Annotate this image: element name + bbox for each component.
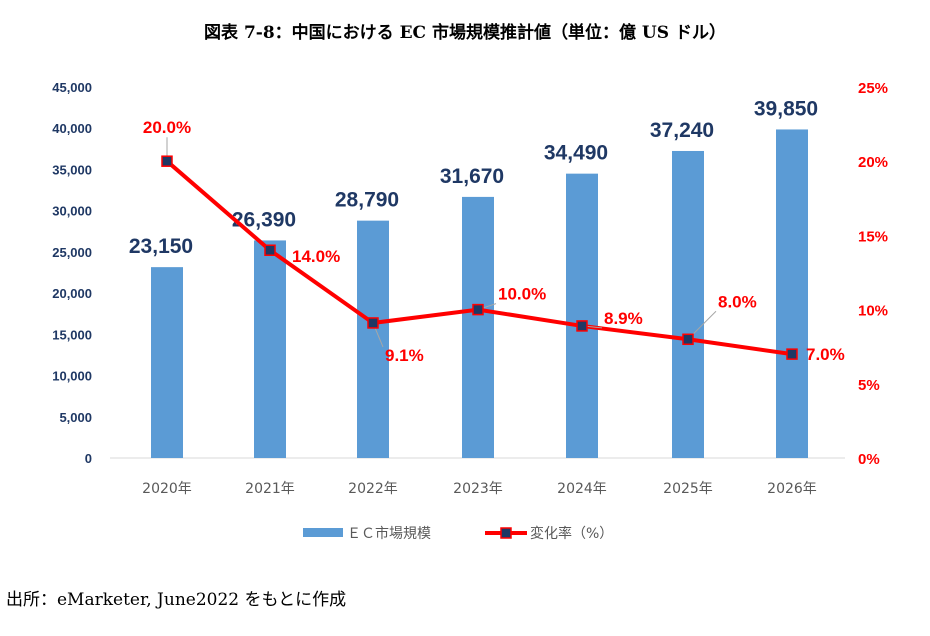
bar bbox=[151, 267, 183, 458]
rate-data-label: 10.0% bbox=[498, 285, 546, 304]
y-right-tick-label: 5% bbox=[858, 377, 880, 394]
y-left-tick-label: 30,000 bbox=[52, 204, 92, 219]
rate-data-label: 20.0% bbox=[143, 118, 191, 137]
y-right-tick-label: 10% bbox=[858, 303, 888, 320]
x-tick-label: 2024年 bbox=[557, 481, 607, 497]
x-tick-label: 2023年 bbox=[453, 481, 503, 497]
y-left-tick-label: 0 bbox=[85, 451, 92, 466]
bar-data-label: 23,150 bbox=[129, 235, 193, 258]
y-left-tick-label: 20,000 bbox=[52, 286, 92, 301]
x-tick-label: 2020年 bbox=[142, 481, 192, 497]
legend-marker-swatch bbox=[500, 527, 512, 539]
bar-data-label: 28,790 bbox=[335, 189, 399, 212]
rate-data-label: 9.1% bbox=[385, 346, 424, 365]
rate-marker bbox=[264, 244, 276, 256]
bar bbox=[672, 150, 704, 459]
bar-data-label: 39,850 bbox=[754, 97, 818, 120]
rate-data-label: 14.0% bbox=[292, 247, 340, 266]
rate-marker bbox=[472, 303, 484, 316]
bar bbox=[462, 196, 494, 458]
bar bbox=[776, 129, 808, 458]
rate-marker bbox=[161, 155, 173, 167]
legend-label-rate: 変化率（%） bbox=[530, 525, 613, 542]
chart-title: 図表 7-8：中国における EC 市場規模推計値（単位：億 US ドル） bbox=[204, 23, 726, 43]
y-left-tick-label: 5,000 bbox=[59, 410, 92, 425]
bar-data-label: 31,670 bbox=[440, 165, 504, 188]
y-right-tick-label: 25% bbox=[858, 80, 888, 97]
y-left-tick-label: 25,000 bbox=[52, 245, 92, 260]
source-note: 出所：eMarketer, June2022 をもとに作成 bbox=[6, 590, 347, 610]
rate-marker bbox=[682, 333, 694, 346]
bar bbox=[357, 220, 389, 458]
rate-data-label: 8.9% bbox=[604, 309, 643, 328]
y-left-tick-label: 15,000 bbox=[52, 327, 92, 342]
y-left-tick-label: 10,000 bbox=[52, 369, 92, 384]
rate-data-label: 7.0% bbox=[806, 345, 845, 364]
bar bbox=[254, 240, 286, 458]
legend-bar-swatch bbox=[303, 528, 343, 537]
rate-marker bbox=[576, 320, 588, 332]
rate-marker bbox=[367, 317, 379, 329]
bar-data-label: 26,390 bbox=[232, 208, 296, 231]
x-tick-label: 2022年 bbox=[348, 481, 398, 497]
y-left-tick-label: 40,000 bbox=[52, 121, 92, 136]
legend-label-ec: ＥＣ市場規模 bbox=[347, 525, 431, 542]
x-tick-label: 2025年 bbox=[663, 481, 713, 497]
x-tick-label: 2021年 bbox=[245, 481, 295, 497]
y-left-tick-label: 45,000 bbox=[52, 80, 92, 95]
y-left-tick-label: 35,000 bbox=[52, 162, 92, 177]
y-right-tick-label: 20% bbox=[858, 154, 888, 171]
bar-data-label: 34,490 bbox=[544, 142, 608, 165]
x-tick-label: 2026年 bbox=[767, 481, 817, 497]
rate-data-label: 8.0% bbox=[718, 292, 757, 311]
bar-data-label: 37,240 bbox=[650, 119, 714, 142]
rate-marker bbox=[786, 348, 798, 360]
y-right-tick-label: 0% bbox=[858, 451, 880, 468]
y-right-tick-label: 15% bbox=[858, 228, 888, 245]
bar bbox=[566, 173, 598, 458]
